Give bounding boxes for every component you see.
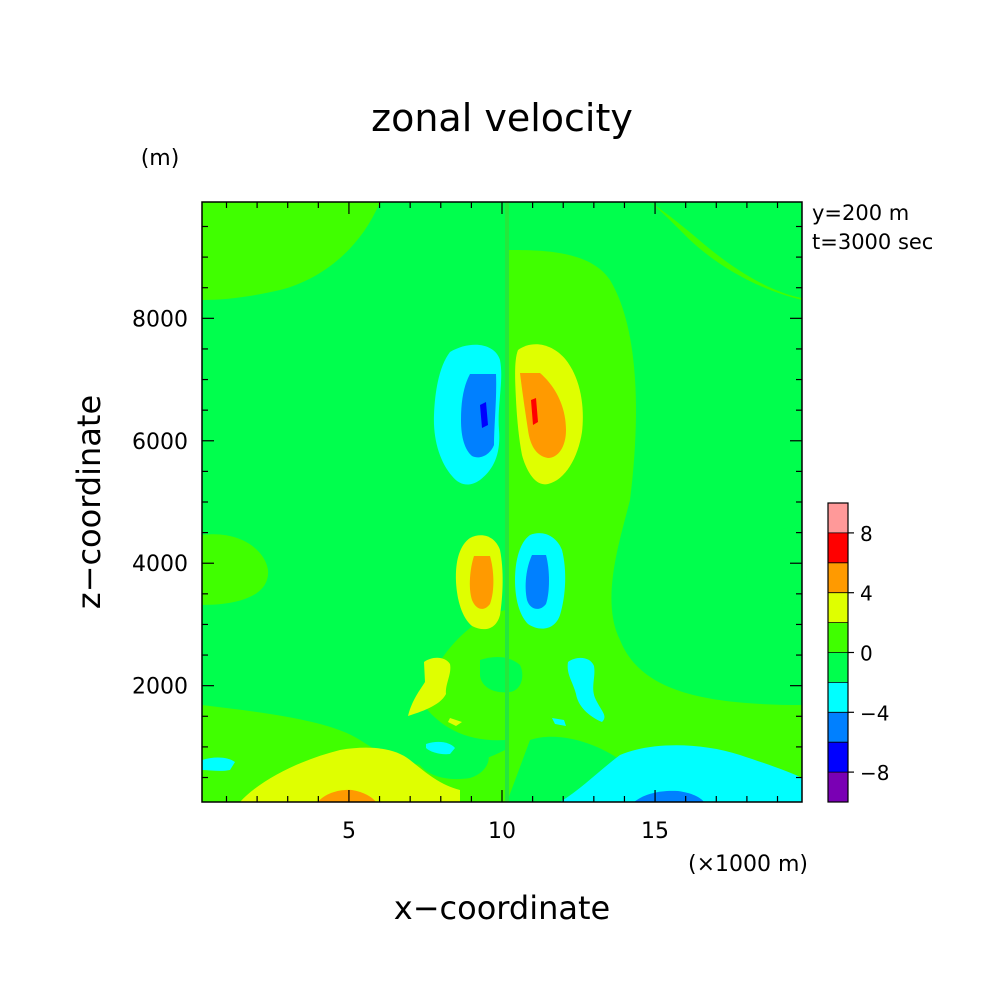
contour-positive-bottom-band — [240, 747, 460, 802]
contour-negative-low-left-strip — [426, 741, 455, 755]
colorbar-swatch — [828, 562, 848, 593]
y-tick-label: 6000 — [132, 430, 188, 455]
contour-negative-low-right-1 — [567, 657, 605, 722]
colorbar: 8 4 0 −4 −8 — [827, 502, 889, 803]
contour-near-zero-bottom-right — [507, 736, 802, 802]
contour-field — [202, 202, 802, 802]
colorbar-tick-label: 8 — [860, 522, 873, 546]
annotation-t: t=3000 sec — [812, 230, 933, 254]
colorbar-swatch — [828, 592, 848, 623]
colorbar-tick-label: −4 — [860, 701, 889, 725]
x-tick-label: 5 — [342, 819, 356, 844]
colorbar-swatch — [828, 532, 848, 563]
contour-near-zero-right-top — [650, 202, 802, 298]
colorbar-swatch — [828, 622, 848, 653]
x-axis-label: x−coordinate — [394, 889, 610, 927]
contour-positive-bottom-core — [318, 789, 376, 802]
contour-positive-small-left-mid — [202, 534, 269, 605]
contour-near-zero-right-mid — [745, 525, 802, 605]
colorbar-swatch — [828, 652, 848, 683]
contour-positive-upper-mid — [520, 373, 566, 458]
contour-negative-bottom-left-strip — [202, 757, 235, 771]
colorbar-swatch — [828, 772, 848, 802]
x-tick-label: 15 — [641, 819, 669, 844]
contour-positive-mid-core — [469, 556, 494, 609]
y-tick-label: 8000 — [132, 307, 188, 332]
chart-title: zonal velocity — [371, 96, 633, 140]
contour-near-zero-center-low — [480, 657, 523, 693]
colorbar-tick-label: 4 — [860, 582, 873, 606]
y-tick-labels: 2000 4000 6000 8000 — [132, 307, 188, 699]
annotation-y: y=200 m — [812, 201, 909, 225]
contour-negative-bottom-band — [560, 745, 802, 802]
contour-positive-small-center-low — [420, 610, 505, 741]
colorbar-tick-label: −8 — [860, 761, 889, 785]
contour-positive-upper-core — [531, 398, 538, 425]
contour-negative-upper-core — [480, 402, 488, 428]
y-tick-label: 4000 — [132, 552, 188, 577]
y-axis-unit: (m) — [141, 146, 180, 171]
y-tick-label: 2000 — [132, 675, 188, 700]
x-tick-label: 10 — [488, 819, 516, 844]
colorbar-swatch — [828, 712, 848, 743]
contour-negative-upper-mid — [461, 374, 497, 458]
contour-positive-low-left-2 — [448, 718, 462, 726]
contour-negative-low-right-2 — [552, 718, 566, 726]
colorbar-swatch — [828, 682, 848, 713]
contour-negative-mid-core — [525, 555, 549, 609]
contour-negative-bottom-core — [634, 790, 704, 802]
colorbar-tick-label: 0 — [860, 642, 873, 666]
x-tick-labels: 5 10 15 — [342, 819, 669, 844]
colorbar-swatch — [828, 742, 848, 773]
colorbar-swatch — [828, 503, 848, 533]
y-axis-label: z−coordinate — [70, 395, 108, 609]
axis-ticks — [202, 202, 802, 802]
x-axis-unit: (×1000 m) — [688, 852, 808, 877]
contour-positive-small-left-top — [202, 202, 380, 300]
contour-positive-low-left-1 — [408, 657, 451, 716]
